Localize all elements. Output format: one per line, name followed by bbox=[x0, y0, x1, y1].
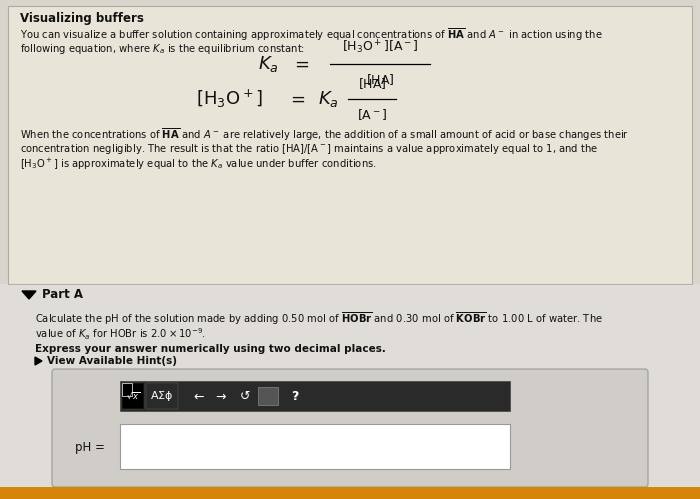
Bar bbox=[258, 387, 278, 405]
Text: $[\mathrm{HA}]$: $[\mathrm{HA}]$ bbox=[358, 76, 386, 91]
Text: View Available Hint(s): View Available Hint(s) bbox=[47, 356, 177, 366]
Bar bbox=[120, 381, 510, 411]
Text: When the concentrations of $\mathbf{\overline{HA}}$ and $A^-$ are relatively lar: When the concentrations of $\mathbf{\ove… bbox=[20, 127, 629, 144]
Text: $[\mathrm{H_3O^+}]$: $[\mathrm{H_3O^+}]$ bbox=[197, 88, 263, 110]
Bar bbox=[120, 424, 510, 469]
Text: $=$: $=$ bbox=[290, 55, 309, 73]
Bar bbox=[146, 383, 178, 409]
FancyBboxPatch shape bbox=[52, 369, 648, 487]
Bar bbox=[8, 6, 692, 284]
Polygon shape bbox=[22, 291, 36, 299]
Text: $[\mathrm{A^-}]$: $[\mathrm{A^-}]$ bbox=[357, 107, 387, 122]
Text: $\mathrm{A\Sigma\phi}$: $\mathrm{A\Sigma\phi}$ bbox=[150, 389, 174, 403]
Text: $=$: $=$ bbox=[287, 90, 305, 108]
Text: pH =: pH = bbox=[75, 441, 105, 454]
Text: ?: ? bbox=[291, 390, 299, 403]
Text: Part A: Part A bbox=[42, 288, 83, 301]
Text: $[\mathrm{H_3O^+}]$ is approximately equal to the $K_a$ value under buffer condi: $[\mathrm{H_3O^+}]$ is approximately equ… bbox=[20, 157, 377, 172]
Text: value of $K_a$ for HOBr is $2.0 \times 10^{-9}$.: value of $K_a$ for HOBr is $2.0 \times 1… bbox=[35, 326, 206, 342]
Text: Visualizing buffers: Visualizing buffers bbox=[20, 12, 144, 25]
Text: following equation, where $K_a$ is the equilibrium constant:: following equation, where $K_a$ is the e… bbox=[20, 42, 305, 56]
Bar bbox=[122, 383, 144, 409]
Text: $[\mathrm{HA}]$: $[\mathrm{HA}]$ bbox=[365, 72, 394, 87]
Text: $K_a$: $K_a$ bbox=[318, 89, 338, 109]
Bar bbox=[122, 383, 132, 396]
Text: $\leftarrow$: $\leftarrow$ bbox=[191, 390, 205, 403]
Text: Express your answer numerically using two decimal places.: Express your answer numerically using tw… bbox=[35, 344, 386, 354]
Text: You can visualize a buffer solution containing approximately equal concentration: You can visualize a buffer solution cont… bbox=[20, 27, 603, 43]
Text: $\sqrt{x}$: $\sqrt{x}$ bbox=[126, 391, 140, 402]
Text: Calculate the pH of the solution made by adding 0.50 mol of $\mathbf{\overline{H: Calculate the pH of the solution made by… bbox=[35, 311, 603, 327]
Bar bbox=[0, 487, 700, 499]
Text: concentration negligibly. The result is that the ratio $[\mathrm{HA}]/[\mathrm{A: concentration negligibly. The result is … bbox=[20, 142, 598, 156]
Text: $\circlearrowleft$: $\circlearrowleft$ bbox=[237, 390, 251, 403]
Text: $K_a$: $K_a$ bbox=[258, 54, 279, 74]
Text: $\rightarrow$: $\rightarrow$ bbox=[213, 390, 228, 403]
Bar bbox=[0, 284, 700, 499]
Polygon shape bbox=[35, 357, 42, 365]
Text: $[\mathrm{H_3O^+}][\mathrm{A^-}]$: $[\mathrm{H_3O^+}][\mathrm{A^-}]$ bbox=[342, 38, 419, 56]
